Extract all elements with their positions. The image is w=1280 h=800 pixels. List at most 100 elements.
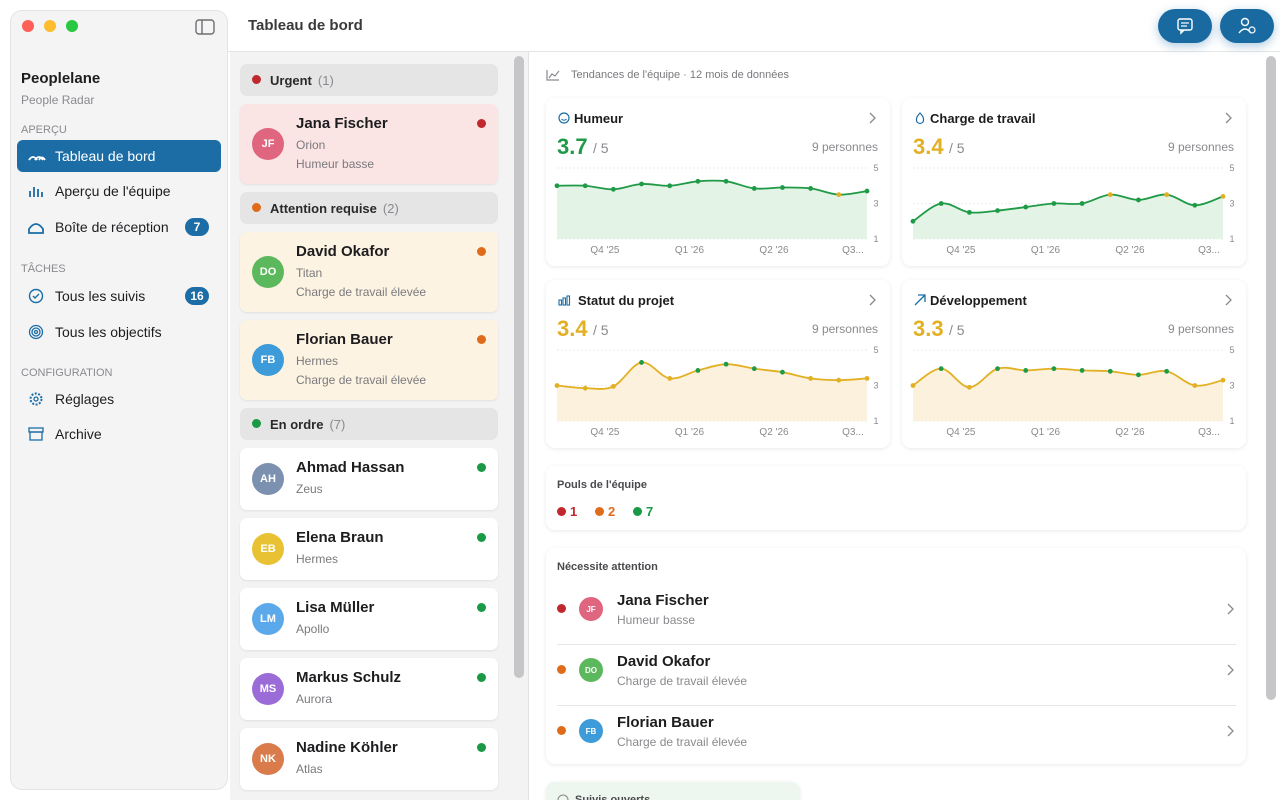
chevron[interactable] — [868, 112, 876, 124]
card-icon — [558, 295, 571, 306]
person-card[interactable]: AH Ahmad Hassan Zeus — [240, 448, 498, 510]
nav-item[interactable]: Boîte de réception 7 — [17, 211, 221, 243]
icon-shape — [31, 327, 41, 337]
pulse-count: 7 — [646, 504, 654, 519]
group-dot — [252, 203, 261, 212]
metric-scale: / 5 — [949, 322, 965, 338]
group-count: (1) — [317, 72, 334, 88]
avatar: AH — [252, 463, 284, 495]
avatar: MS — [252, 673, 284, 705]
attention-note: Charge de travail élevée — [617, 735, 748, 749]
chevron-shape — [1225, 294, 1232, 306]
person-team: Hermes — [296, 354, 339, 368]
data-point — [966, 384, 972, 390]
data-point — [1051, 201, 1057, 206]
attention-row[interactable]: JF Jana Fischer Humeur basse — [546, 584, 1246, 645]
metric-value: 3.7 — [557, 134, 588, 159]
person-card[interactable]: NK Nadine Köhler Atlas — [240, 728, 498, 790]
group-header[interactable]: Attention requise (2) — [240, 192, 498, 224]
data-point — [780, 369, 785, 375]
data-point — [1192, 202, 1198, 208]
person-card[interactable]: EB Elena Braun Hermes — [240, 518, 498, 580]
nav-item[interactable]: Archive — [17, 418, 221, 450]
person-team: Aurora — [296, 692, 333, 706]
nav-label: Archive — [55, 426, 102, 442]
nav-label: Tableau de bord — [55, 148, 156, 164]
add-person-button[interactable] — [1220, 9, 1274, 43]
person-card[interactable]: LM Lisa Müller Apollo — [240, 588, 498, 650]
pulse-dot — [595, 507, 604, 516]
data-point — [1192, 383, 1198, 388]
data-point — [1136, 372, 1141, 378]
data-point — [864, 188, 870, 194]
chevron[interactable] — [868, 294, 876, 306]
nav-label: Tous les suivis — [55, 288, 146, 304]
data-point — [667, 376, 673, 381]
section-title: APERÇU — [21, 124, 67, 136]
toolbar: Tableau de bord — [228, 0, 1280, 52]
data-point — [780, 185, 785, 190]
icon — [1238, 17, 1256, 34]
x-tick-label: Q3... — [842, 245, 864, 256]
person-card[interactable]: JF Jana Fischer Orion Humeur basse — [240, 104, 498, 184]
avatar: EB — [252, 533, 284, 565]
avatar: FB — [252, 344, 284, 376]
sidebar-toggle[interactable] — [195, 19, 215, 35]
feedback-button[interactable] — [1158, 9, 1212, 43]
nav-item[interactable]: Tous les suivis 16 — [17, 280, 221, 312]
chevron-shape — [869, 112, 876, 124]
y-tick-label: 1 — [873, 234, 878, 244]
y-tick-label: 3 — [873, 381, 878, 391]
person-card[interactable]: FB Florian Bauer Hermes Charge de travail é… — [240, 320, 498, 400]
metric-people: 9 personnes — [1167, 140, 1234, 154]
icon-shape — [28, 156, 46, 161]
followups-card[interactable]: Suivis ouverts — [546, 782, 800, 800]
scrollbar[interactable] — [1266, 56, 1276, 700]
person-card[interactable]: DO David Okafor Titan Charge de travail éle… — [240, 232, 498, 312]
pulse-dot — [557, 507, 566, 516]
metric-card[interactable]: 5 3 1 Q4 '25 Q1 '26 Q2 '26 Q3... Humeur 3.7 / 5 9 … — [546, 98, 890, 266]
metric-card[interactable]: 5 3 1 Q4 '25 Q1 '26 Q2 '26 Q3... Charge de trav… — [902, 98, 1246, 266]
nav-item[interactable]: Tableau de bord — [17, 140, 221, 172]
separator — [557, 644, 1236, 645]
trend-chart: 5 3 1 Q4 '25 Q1 '26 Q2 '26 Q3... — [910, 345, 1235, 438]
person-name: Florian Bauer — [296, 331, 393, 348]
chevron[interactable] — [1224, 294, 1232, 306]
icon-shape — [558, 112, 570, 124]
attention-row[interactable]: FB Florian Bauer Charge de travail élevée — [546, 706, 1246, 766]
nav-item[interactable]: Aperçu de l'équipe — [17, 175, 221, 207]
data-point — [910, 218, 916, 224]
group-count: (7) — [329, 416, 346, 432]
chevron[interactable] — [1224, 112, 1232, 124]
data-point — [808, 186, 814, 191]
scrollbar[interactable] — [514, 56, 524, 678]
person-card[interactable]: MS Markus Schulz Aurora — [240, 658, 498, 720]
data-point — [1023, 204, 1029, 210]
x-tick-label: Q2 '26 — [759, 245, 789, 256]
status-dot — [477, 533, 486, 542]
avatar: JF — [579, 597, 603, 621]
nav-item[interactable]: Réglages — [17, 383, 221, 415]
nav-icon — [28, 427, 44, 441]
data-point — [610, 186, 616, 192]
icon-shape — [28, 324, 44, 340]
nav-icon — [28, 223, 44, 234]
group-header[interactable]: En ordre (7) — [240, 408, 498, 440]
y-tick-label: 5 — [1229, 163, 1234, 173]
metric-card[interactable]: 5 3 1 Q4 '25 Q1 '26 Q2 '26 Q3... Développement 3… — [902, 280, 1246, 448]
nav-label: Réglages — [55, 391, 115, 407]
close-button[interactable] — [22, 20, 34, 32]
x-tick-label: Q2 '26 — [759, 427, 789, 438]
metric-card[interactable]: 5 3 1 Q4 '25 Q1 '26 Q2 '26 Q3... Statut du proj… — [546, 280, 890, 448]
group-header[interactable]: Urgent (1) — [240, 64, 498, 96]
avatar: NK — [252, 743, 284, 775]
pulse-count: 2 — [608, 504, 616, 519]
minimize-button[interactable] — [44, 20, 56, 32]
data-point — [864, 376, 870, 381]
person-name: David Okafor — [296, 243, 390, 260]
nav-item[interactable]: Tous les objectifs — [17, 316, 221, 348]
nav-label: Tous les objectifs — [55, 324, 162, 340]
zoom-button[interactable] — [66, 20, 78, 32]
data-point — [582, 183, 588, 189]
attention-row[interactable]: DO David Okafor Charge de travail élevée — [546, 645, 1246, 706]
